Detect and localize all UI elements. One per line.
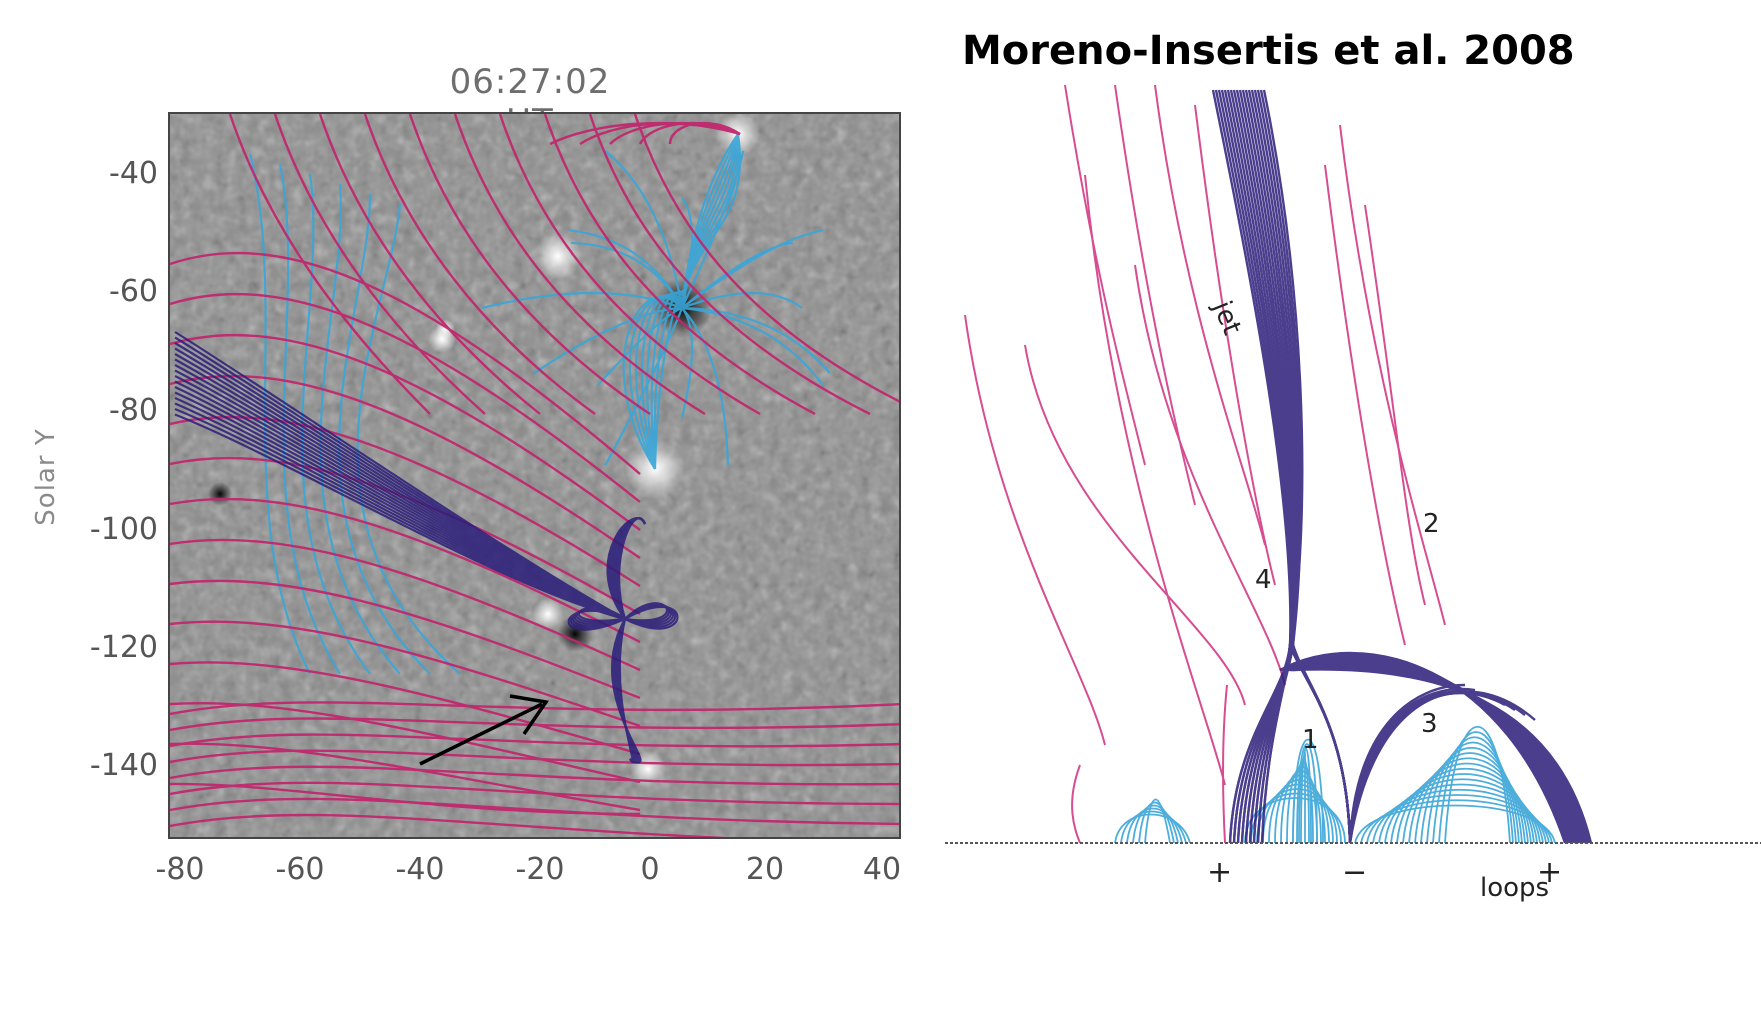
open-field-line [1072, 765, 1080, 843]
y-tick-label: -120 [58, 630, 158, 665]
region-label-2: 2 [1423, 509, 1440, 539]
x-tick-label: -80 [140, 852, 220, 887]
x-tick-label: 0 [610, 852, 690, 887]
x-tick-label: -40 [380, 852, 460, 887]
right-panel-title: Moreno-Insertis et al. 2008 [962, 28, 1575, 74]
magnetogram-svg [170, 114, 901, 839]
region-label-4: 4 [1255, 565, 1272, 595]
open-field-line [1085, 175, 1225, 785]
x-tick-label: 20 [725, 852, 805, 887]
y-tick-label: -100 [58, 512, 158, 547]
open-field-lines [965, 85, 1445, 843]
region-label-3: 3 [1421, 709, 1438, 739]
y-tick-label: -60 [58, 274, 158, 309]
y-axis-label: Solar Y [31, 427, 61, 527]
x-tick-label: -20 [500, 852, 580, 887]
x-tick-label: 40 [842, 852, 922, 887]
open-field-line [1115, 85, 1195, 505]
jet-model-diagram: jet 1 2 3 4 + − + loops [945, 85, 1761, 1009]
negative-polarity-label: − [1342, 855, 1367, 890]
loops-label: loops [1480, 873, 1549, 903]
closed-field-line [1115, 815, 1190, 844]
positive-polarity-spot [428, 325, 456, 353]
y-tick-label: -40 [58, 156, 158, 191]
open-field-line [1025, 345, 1245, 705]
y-tick-label: -140 [58, 748, 158, 783]
open-field-line [1223, 685, 1227, 843]
open-field-line [1365, 205, 1425, 605]
open-field-line [1065, 85, 1145, 465]
positive-polarity-label: + [1207, 855, 1232, 890]
magnetogram-image [168, 112, 901, 839]
open-field-line [1340, 125, 1445, 625]
x-tick-label: -60 [260, 852, 340, 887]
negative-polarity-spot [208, 482, 232, 506]
y-tick-label: -80 [58, 393, 158, 428]
open-field-line [965, 315, 1105, 745]
region-label-1: 1 [1302, 725, 1319, 755]
